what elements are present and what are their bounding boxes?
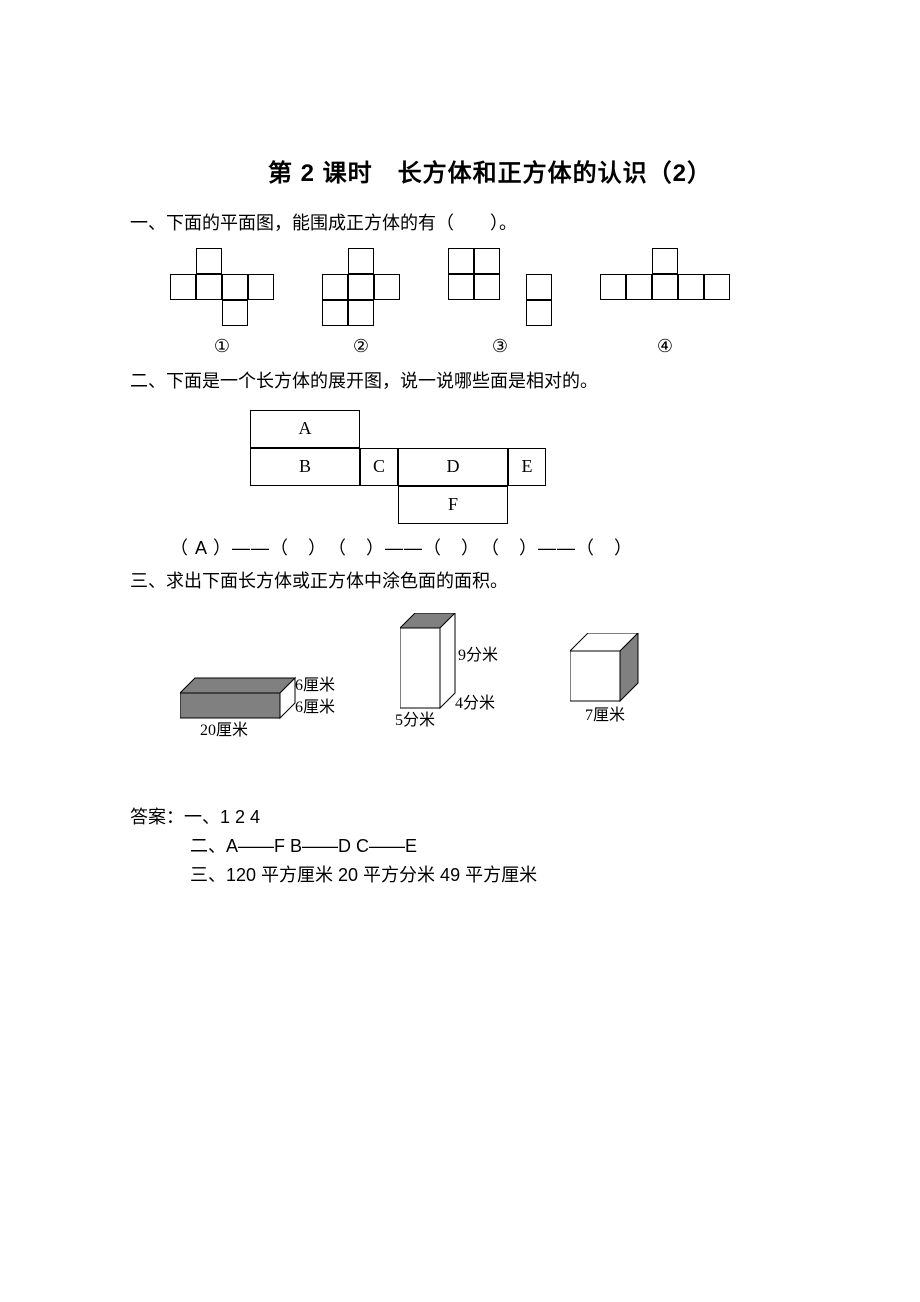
answer-3: 三、120 平方厘米 20 平方分米 49 平方厘米 [190,861,850,890]
q2-face-F: F [398,486,508,524]
q1-net-3: ③ [448,248,552,361]
answer-2: 二、A——F B——D C——E [190,832,850,861]
q2-face-B: B [250,448,360,486]
q1-label-2: ② [353,332,369,361]
q3-solid-1: 6厘米 6厘米 20厘米 [180,653,330,723]
q2-face-D: D [398,448,508,486]
q1-net-1: ① [170,248,274,361]
page-title: 第 2 课时 长方体和正方体的认识（2） [130,155,850,193]
q3-s2-w: 5分米 [395,708,435,734]
answer-1: 一、1 2 4 [184,807,260,827]
q1-heading: 一、下面的平面图，能围成正方体的有（ ）。 [130,209,850,238]
q1-label-4: ④ [657,332,673,361]
q3-heading: 三、求出下面长方体或正方体中涂色面的面积。 [130,567,850,596]
q1-net-2: ② [322,248,400,361]
answers-block: 答案：一、1 2 4 二、A——F B——D C——E 三、120 平方厘米 2… [130,803,850,889]
q1-label-3: ③ [492,332,508,361]
q2-face-A: A [250,410,360,448]
q3-s1-w: 20厘米 [200,718,248,744]
q3-solids-row: 6厘米 6厘米 20厘米 9分米 4分米 5分米 7厘米 [180,613,850,723]
q1-net-4: ④ [600,248,730,361]
q3-s1-d: 6厘米 [295,695,335,721]
q1-label-1: ① [214,332,230,361]
q2-heading: 二、下面是一个长方体的展开图，说一说哪些面是相对的。 [130,367,850,396]
q3-s2-d: 4分米 [455,691,495,717]
q2-face-E: E [508,448,546,486]
q2-net: A B C D E F [250,410,850,524]
q3-s2-h: 9分米 [458,643,498,669]
q2-face-C: C [360,448,398,486]
q3-solid-2: 9分米 4分米 5分米 [400,613,500,723]
answers-label: 答案： [130,807,184,827]
q2-pairs-line: （ A ）——（ ） （ ）——（ ） （ ）——（ ） [170,534,850,563]
q1-nets-row: ① ② ③ ④ [170,248,850,361]
q3-solid-3: 7厘米 [570,633,670,723]
q3-s3-edge: 7厘米 [585,703,625,729]
